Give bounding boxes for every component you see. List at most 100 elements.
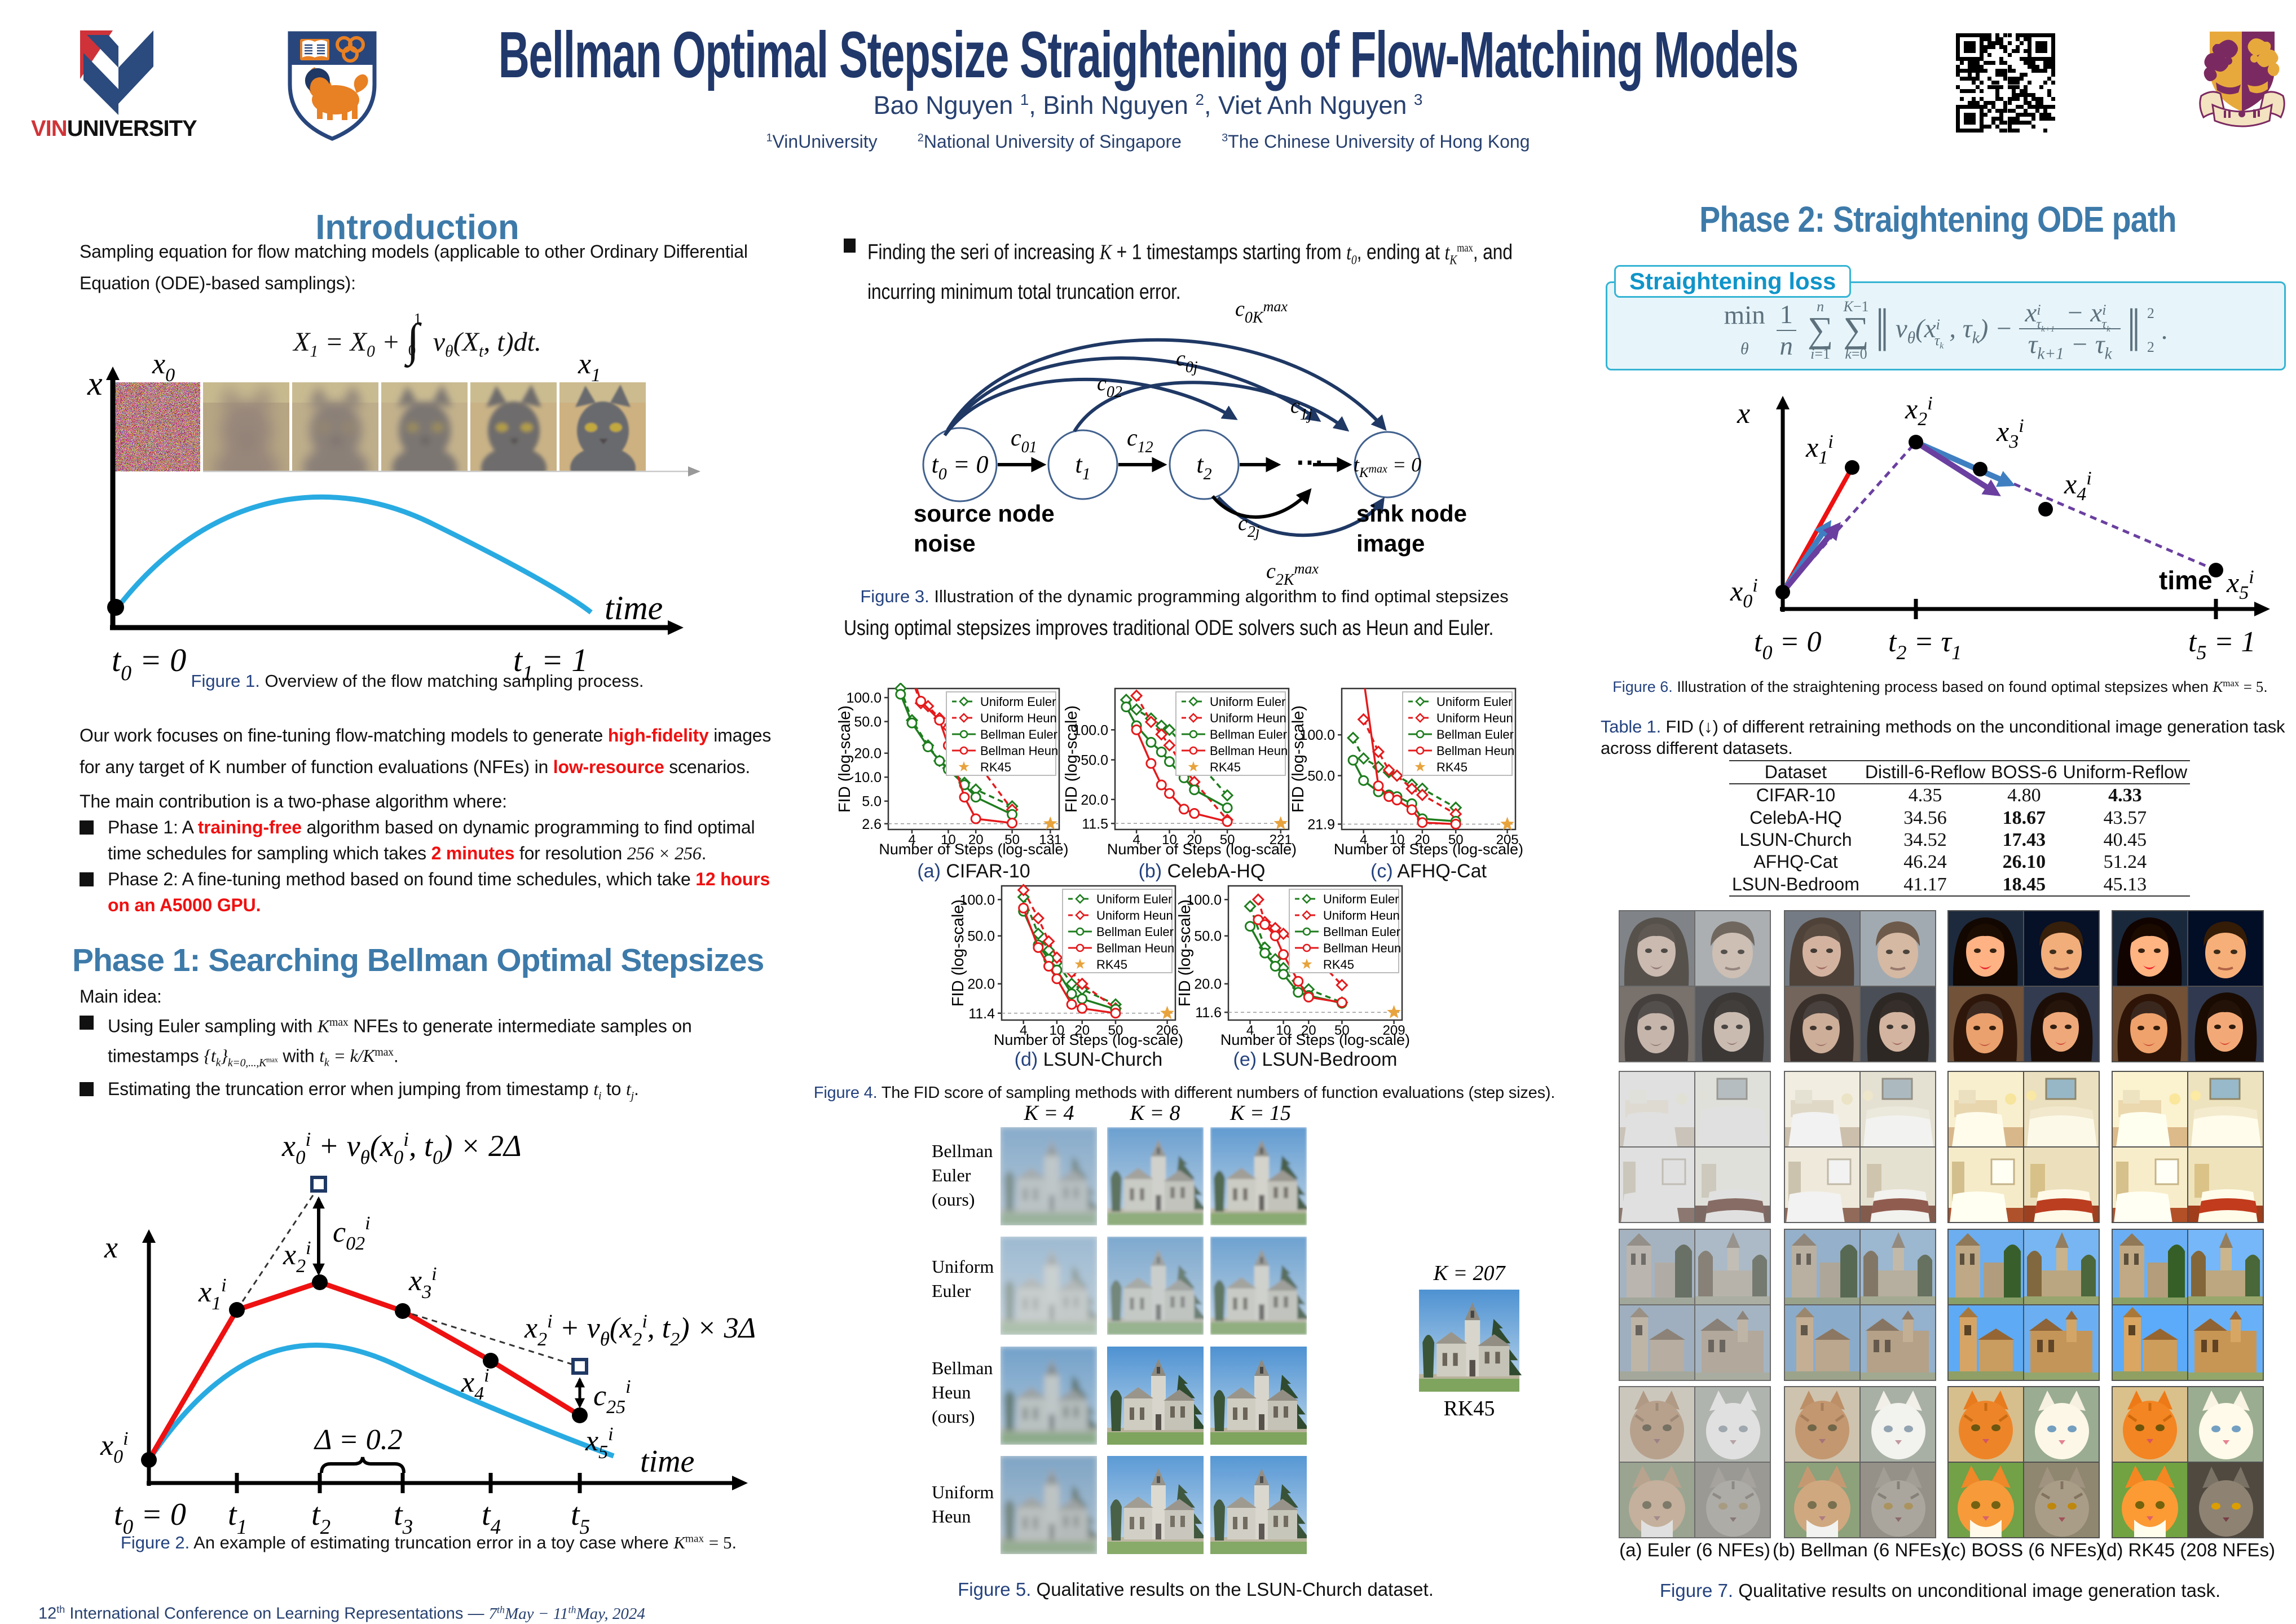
svg-text:20: 20 xyxy=(1301,1023,1316,1038)
svg-text:x2i + vθ(x2i, t2) × 3Δ: x2i + vθ(x2i, t2) × 3Δ xyxy=(524,1311,756,1350)
svg-text:Number of Steps (log-scale): Number of Steps (log-scale) xyxy=(879,841,1068,858)
svg-text:50: 50 xyxy=(1004,832,1020,848)
svg-text:source node: source node xyxy=(914,500,1055,527)
svg-text:t1: t1 xyxy=(228,1497,247,1539)
svg-text:Number of Steps (log-scale): Number of Steps (log-scale) xyxy=(994,1031,1183,1048)
svg-text:Bellman Euler: Bellman Euler xyxy=(980,727,1057,742)
svg-text:c2Kmax: c2Kmax xyxy=(1266,559,1319,586)
svg-text:Uniform Euler: Uniform Euler xyxy=(1323,892,1399,906)
svg-text:x0i + vθ(x0i, t0) × 2Δ: x0i + vθ(x0i, t0) × 2Δ xyxy=(281,1128,522,1168)
svg-text:20.0: 20.0 xyxy=(1081,792,1108,808)
svg-text:10: 10 xyxy=(1162,832,1177,848)
svg-text:t5: t5 xyxy=(571,1497,590,1539)
svg-text:50.0: 50.0 xyxy=(1194,929,1222,945)
svg-text:20.0: 20.0 xyxy=(967,977,995,992)
svg-text:4: 4 xyxy=(1246,1023,1254,1038)
svg-text:x5i: x5i xyxy=(2226,567,2254,603)
svg-text:Uniform Euler: Uniform Euler xyxy=(1210,695,1285,709)
svg-text:Uniform Heun: Uniform Heun xyxy=(1096,908,1173,923)
svg-text:Bellman Heun: Bellman Heun xyxy=(1210,744,1288,758)
svg-text:100.0: 100.0 xyxy=(1186,892,1222,908)
svg-text:20.0: 20.0 xyxy=(1194,977,1222,992)
svg-text:x4i: x4i xyxy=(2064,468,2092,505)
svg-text:x: x xyxy=(87,365,103,402)
svg-text:50.0: 50.0 xyxy=(967,929,995,945)
svg-text:2.6: 2.6 xyxy=(862,817,882,832)
svg-text:sink node: sink node xyxy=(1356,500,1467,527)
svg-text:20: 20 xyxy=(1415,832,1430,848)
svg-text:Uniform Euler: Uniform Euler xyxy=(1096,892,1172,906)
svg-text:Bellman Euler: Bellman Euler xyxy=(1096,925,1174,939)
svg-text:⋯: ⋯ xyxy=(1295,446,1324,478)
svg-text:205: 205 xyxy=(1496,832,1519,848)
svg-text:11.5: 11.5 xyxy=(1082,816,1108,832)
svg-text:noise: noise xyxy=(914,530,976,557)
svg-text:x3i: x3i xyxy=(408,1264,437,1303)
svg-text:FID (log-scale): FID (log-scale) xyxy=(1176,899,1194,1007)
svg-text:x0i: x0i xyxy=(100,1428,129,1467)
svg-text:RK45: RK45 xyxy=(1436,760,1467,774)
svg-text:x1i: x1i xyxy=(1805,431,1834,468)
svg-text:100.0: 100.0 xyxy=(1073,722,1108,738)
svg-text:x1i: x1i xyxy=(198,1275,227,1314)
svg-text:time: time xyxy=(2159,566,2213,595)
svg-text:c25i: c25i xyxy=(593,1376,631,1418)
svg-text:Bellman Heun: Bellman Heun xyxy=(1323,941,1401,955)
svg-text:50.0: 50.0 xyxy=(1081,753,1108,769)
svg-text:c12: c12 xyxy=(1127,425,1153,456)
svg-text:4: 4 xyxy=(1360,832,1367,848)
svg-text:FID (log-scale): FID (log-scale) xyxy=(1063,705,1081,813)
svg-text:20: 20 xyxy=(968,832,984,848)
svg-text:Number of Steps (log-scale): Number of Steps (log-scale) xyxy=(1334,841,1523,858)
svg-text:c0j: c0j xyxy=(1176,347,1198,376)
svg-text:c01: c01 xyxy=(1011,425,1037,456)
svg-text:FID (log-scale): FID (log-scale) xyxy=(949,899,967,1007)
svg-text:10.0: 10.0 xyxy=(854,770,882,785)
svg-text:206: 206 xyxy=(1156,1023,1179,1038)
svg-text:x0i: x0i xyxy=(1730,575,1758,612)
svg-text:RK45: RK45 xyxy=(980,760,1011,774)
svg-text:50.0: 50.0 xyxy=(1307,769,1335,784)
svg-text:FID (log-scale): FID (log-scale) xyxy=(836,705,854,813)
svg-text:131: 131 xyxy=(1039,832,1061,848)
svg-text:x: x xyxy=(1737,398,1750,430)
svg-text:RK45: RK45 xyxy=(1210,760,1241,774)
svg-text:t5 = 1: t5 = 1 xyxy=(2188,626,2256,664)
svg-text:Uniform Heun: Uniform Heun xyxy=(1210,711,1286,725)
svg-text:5.0: 5.0 xyxy=(862,794,882,810)
svg-text:x: x xyxy=(104,1230,118,1264)
svg-text:221: 221 xyxy=(1270,832,1292,848)
svg-text:image: image xyxy=(1356,530,1425,557)
svg-text:Uniform Euler: Uniform Euler xyxy=(1436,695,1512,709)
svg-text:100.0: 100.0 xyxy=(1299,727,1335,743)
svg-text:t2 = τ1: t2 = τ1 xyxy=(1888,626,1962,664)
svg-text:50: 50 xyxy=(1448,832,1464,848)
svg-text:Δ = 0.2: Δ = 0.2 xyxy=(314,1424,403,1456)
svg-text:4: 4 xyxy=(1020,1023,1027,1038)
svg-text:20.0: 20.0 xyxy=(854,746,882,762)
svg-text:Bellman Euler: Bellman Euler xyxy=(1323,925,1400,939)
svg-text:c02: c02 xyxy=(1097,372,1122,401)
svg-text:10: 10 xyxy=(1276,1023,1291,1038)
svg-text:11.4: 11.4 xyxy=(968,1006,995,1022)
svg-text:50: 50 xyxy=(1334,1023,1350,1038)
svg-text:Uniform Heun: Uniform Heun xyxy=(980,711,1057,725)
svg-text:Number of Steps (log-scale): Number of Steps (log-scale) xyxy=(1107,841,1297,858)
svg-text:x3i: x3i xyxy=(1996,416,2024,452)
svg-text:Uniform Euler: Uniform Euler xyxy=(980,695,1056,709)
svg-text:x4i: x4i xyxy=(461,1365,490,1404)
svg-text:x0: x0 xyxy=(152,348,175,386)
svg-text:t3: t3 xyxy=(394,1497,413,1539)
svg-text:50: 50 xyxy=(1220,832,1235,848)
svg-text:Bellman Euler: Bellman Euler xyxy=(1210,727,1287,742)
svg-text:Bellman Euler: Bellman Euler xyxy=(1436,727,1514,742)
svg-text:Number of Steps (log-scale): Number of Steps (log-scale) xyxy=(1220,1031,1410,1048)
svg-text:4: 4 xyxy=(908,832,915,848)
svg-text:10: 10 xyxy=(1050,1023,1065,1038)
svg-text:x1: x1 xyxy=(578,348,601,386)
svg-text:x2i: x2i xyxy=(283,1238,311,1277)
svg-text:100.0: 100.0 xyxy=(959,892,995,908)
svg-text:Bellman Heun: Bellman Heun xyxy=(1096,941,1174,955)
svg-text:50.0: 50.0 xyxy=(854,714,882,730)
svg-text:time: time xyxy=(640,1444,694,1479)
